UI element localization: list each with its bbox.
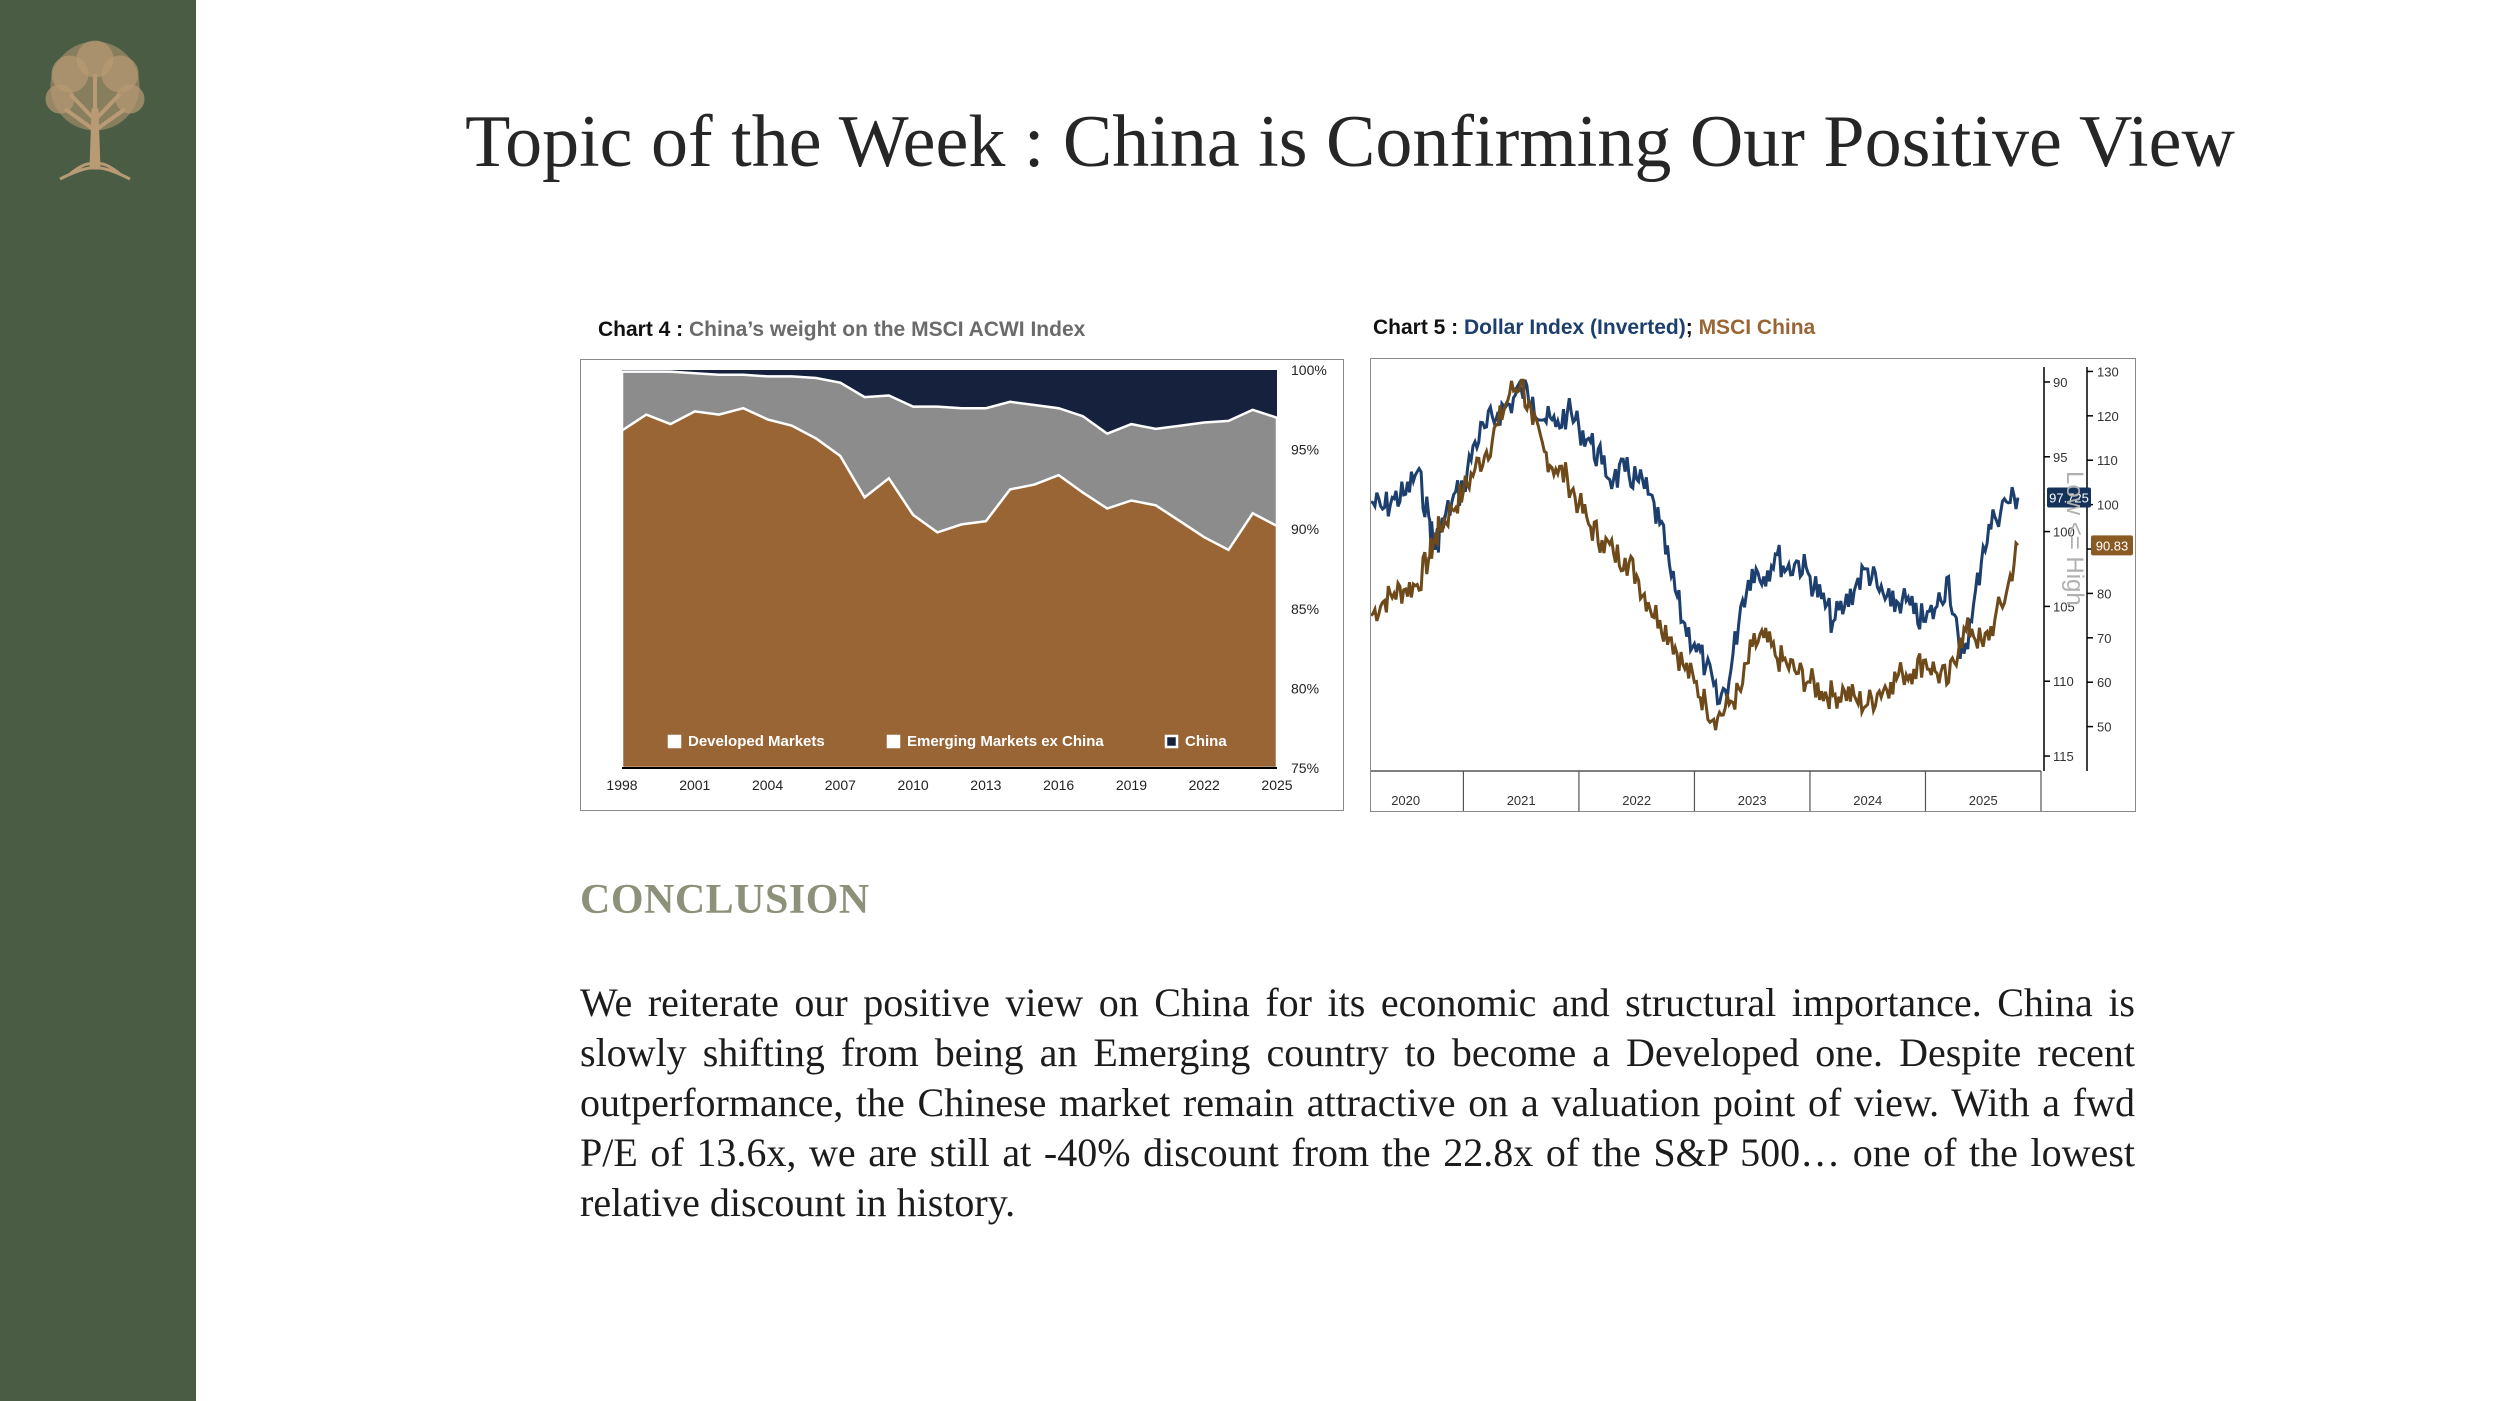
chart5-china-tick-label: 60 bbox=[2097, 675, 2111, 690]
chart5-x-tick-label: 2021 bbox=[1507, 793, 1536, 808]
chart4-x-tick-label: 2016 bbox=[1043, 777, 1074, 793]
conclusion-line: slowly shifting from being an Emerging c… bbox=[580, 1030, 2135, 1075]
chart4-x-tick-label: 2007 bbox=[825, 777, 856, 793]
tree-logo-icon bbox=[45, 40, 145, 181]
chart4-x-tick-label: 2013 bbox=[970, 777, 1001, 793]
chart5-china-last-label: 90.83 bbox=[2096, 538, 2129, 553]
chart4-legend-label: Developed Markets bbox=[688, 733, 825, 750]
conclusion-paragraph: We reiterate our positive view on China … bbox=[580, 978, 2135, 1228]
chart4-y-tick-label: 80% bbox=[1291, 680, 1319, 696]
chart4-legend-label: China bbox=[1185, 733, 1227, 750]
chart5-china-last-tag bbox=[2091, 535, 2133, 556]
chart5-dollar-tick-label: 115 bbox=[2053, 749, 2074, 764]
chart4-plot: 100% 95% 90% 85% 80% 75% 1998 2001 2004 2007 2010 2… bbox=[606, 362, 1327, 793]
chart5-x-tick-label: 2020 bbox=[1391, 793, 1420, 808]
chart4-y-tick-label: 75% bbox=[1291, 760, 1319, 776]
conclusion-line: outperformance, the Chinese market remai… bbox=[580, 1080, 2135, 1125]
line-msci-china bbox=[1369, 378, 2020, 731]
chart5-china-tick-label: 120 bbox=[2097, 409, 2119, 424]
chart5-x-tick-label: 2023 bbox=[1738, 793, 1767, 808]
chart4-x-tick-label: 2001 bbox=[679, 777, 710, 793]
chart5-plot: 2020 2021 2022 2023 2024 2025 90 95 100 105 110 115… bbox=[1358, 364, 2133, 811]
chart5-caption-prefix: Chart 5 : bbox=[1373, 316, 1465, 339]
chart5-frame: 2020 2021 2022 2023 2024 2025 90 95 100 105 110 115… bbox=[1358, 358, 2136, 812]
chart5-annotation: Low <= High bbox=[2061, 471, 2088, 606]
area-developed-markets bbox=[620, 406, 1279, 770]
chart4-y-tick-label: 90% bbox=[1291, 521, 1319, 537]
chart4-x-tick-label: 2004 bbox=[752, 777, 783, 793]
chart4-legend-label: Emerging Markets ex China bbox=[907, 733, 1104, 750]
chart5-dollar-tick-label: 100 bbox=[2053, 525, 2075, 540]
chart5-china-tick-label: 110 bbox=[2097, 453, 2118, 468]
chart5-china-tick-label: 50 bbox=[2097, 720, 2111, 735]
chart5-dollar-last-tag bbox=[2047, 487, 2091, 508]
chart4-x-tick-label: 2010 bbox=[898, 777, 929, 793]
chart4-legend-swatch bbox=[667, 734, 682, 749]
chart5-china-tick-label: 100 bbox=[2097, 498, 2119, 513]
chart5-china-tick-label: 130 bbox=[2097, 364, 2119, 379]
chart5-china-tick-label: 80 bbox=[2097, 586, 2111, 601]
chart5-x-tick-label: 2022 bbox=[1622, 793, 1651, 808]
page-title: Topic of the Week : China is Confirming … bbox=[465, 101, 2235, 183]
chart4-x-tick-label: 2019 bbox=[1116, 777, 1147, 793]
chart4-x-tick-label: 1998 bbox=[606, 777, 637, 793]
chart5-dollar-last-label: 97.725 bbox=[2049, 491, 2089, 506]
chart5-caption-series2: MSCI China bbox=[1698, 316, 1816, 339]
chart4-x-tick-label: 2025 bbox=[1261, 777, 1292, 793]
chart4-legend-swatch bbox=[886, 734, 901, 749]
chart5-china-tick-label: 70 bbox=[2097, 631, 2111, 646]
chart4-x-tick-label: 2022 bbox=[1189, 777, 1220, 793]
chart4-caption-title: China’s weight on the MSCI ACWI Index bbox=[689, 318, 1086, 341]
line-dollar-index bbox=[1370, 379, 2020, 706]
chart5-caption: Chart 5 : Dollar Index (Inverted); MSCI … bbox=[1373, 316, 1815, 340]
conclusion-line: relative discount in history. bbox=[580, 1180, 1016, 1225]
chart5-dollar-tick-label: 105 bbox=[2053, 599, 2075, 614]
chart4-y-tick-label: 100% bbox=[1291, 362, 1327, 378]
conclusion-line: P/E of 13.6x, we are still at -40% disco… bbox=[580, 1130, 2135, 1175]
conclusion-line: We reiterate our positive view on China … bbox=[580, 980, 2135, 1025]
chart5-x-tick-label: 2024 bbox=[1853, 793, 1882, 808]
chart4-frame: 100% 95% 90% 85% 80% 75% 1998 2001 2004 2007 2010 2… bbox=[580, 359, 1344, 811]
chart4-y-tick-label: 95% bbox=[1291, 442, 1319, 458]
chart5-dollar-tick-label: 90 bbox=[2053, 375, 2067, 390]
left-sidebar bbox=[0, 0, 196, 1401]
conclusion-heading: CONCLUSION bbox=[580, 877, 870, 923]
chart5-dollar-tick-label: 95 bbox=[2053, 450, 2067, 465]
chart4-legend-swatch-inner bbox=[1169, 739, 1174, 744]
chart4-caption: Chart 4 : China’s weight on the MSCI ACW… bbox=[598, 318, 1085, 342]
chart4-y-tick-label: 85% bbox=[1291, 601, 1319, 617]
chart5-caption-series1: Dollar Index (Inverted) bbox=[1464, 316, 1686, 339]
chart5-caption-sep: ; bbox=[1685, 316, 1699, 339]
chart5-x-tick-label: 2025 bbox=[1969, 793, 1998, 808]
chart5-dollar-tick-label: 110 bbox=[2053, 674, 2074, 689]
chart4-caption-prefix: Chart 4 : bbox=[598, 318, 690, 341]
